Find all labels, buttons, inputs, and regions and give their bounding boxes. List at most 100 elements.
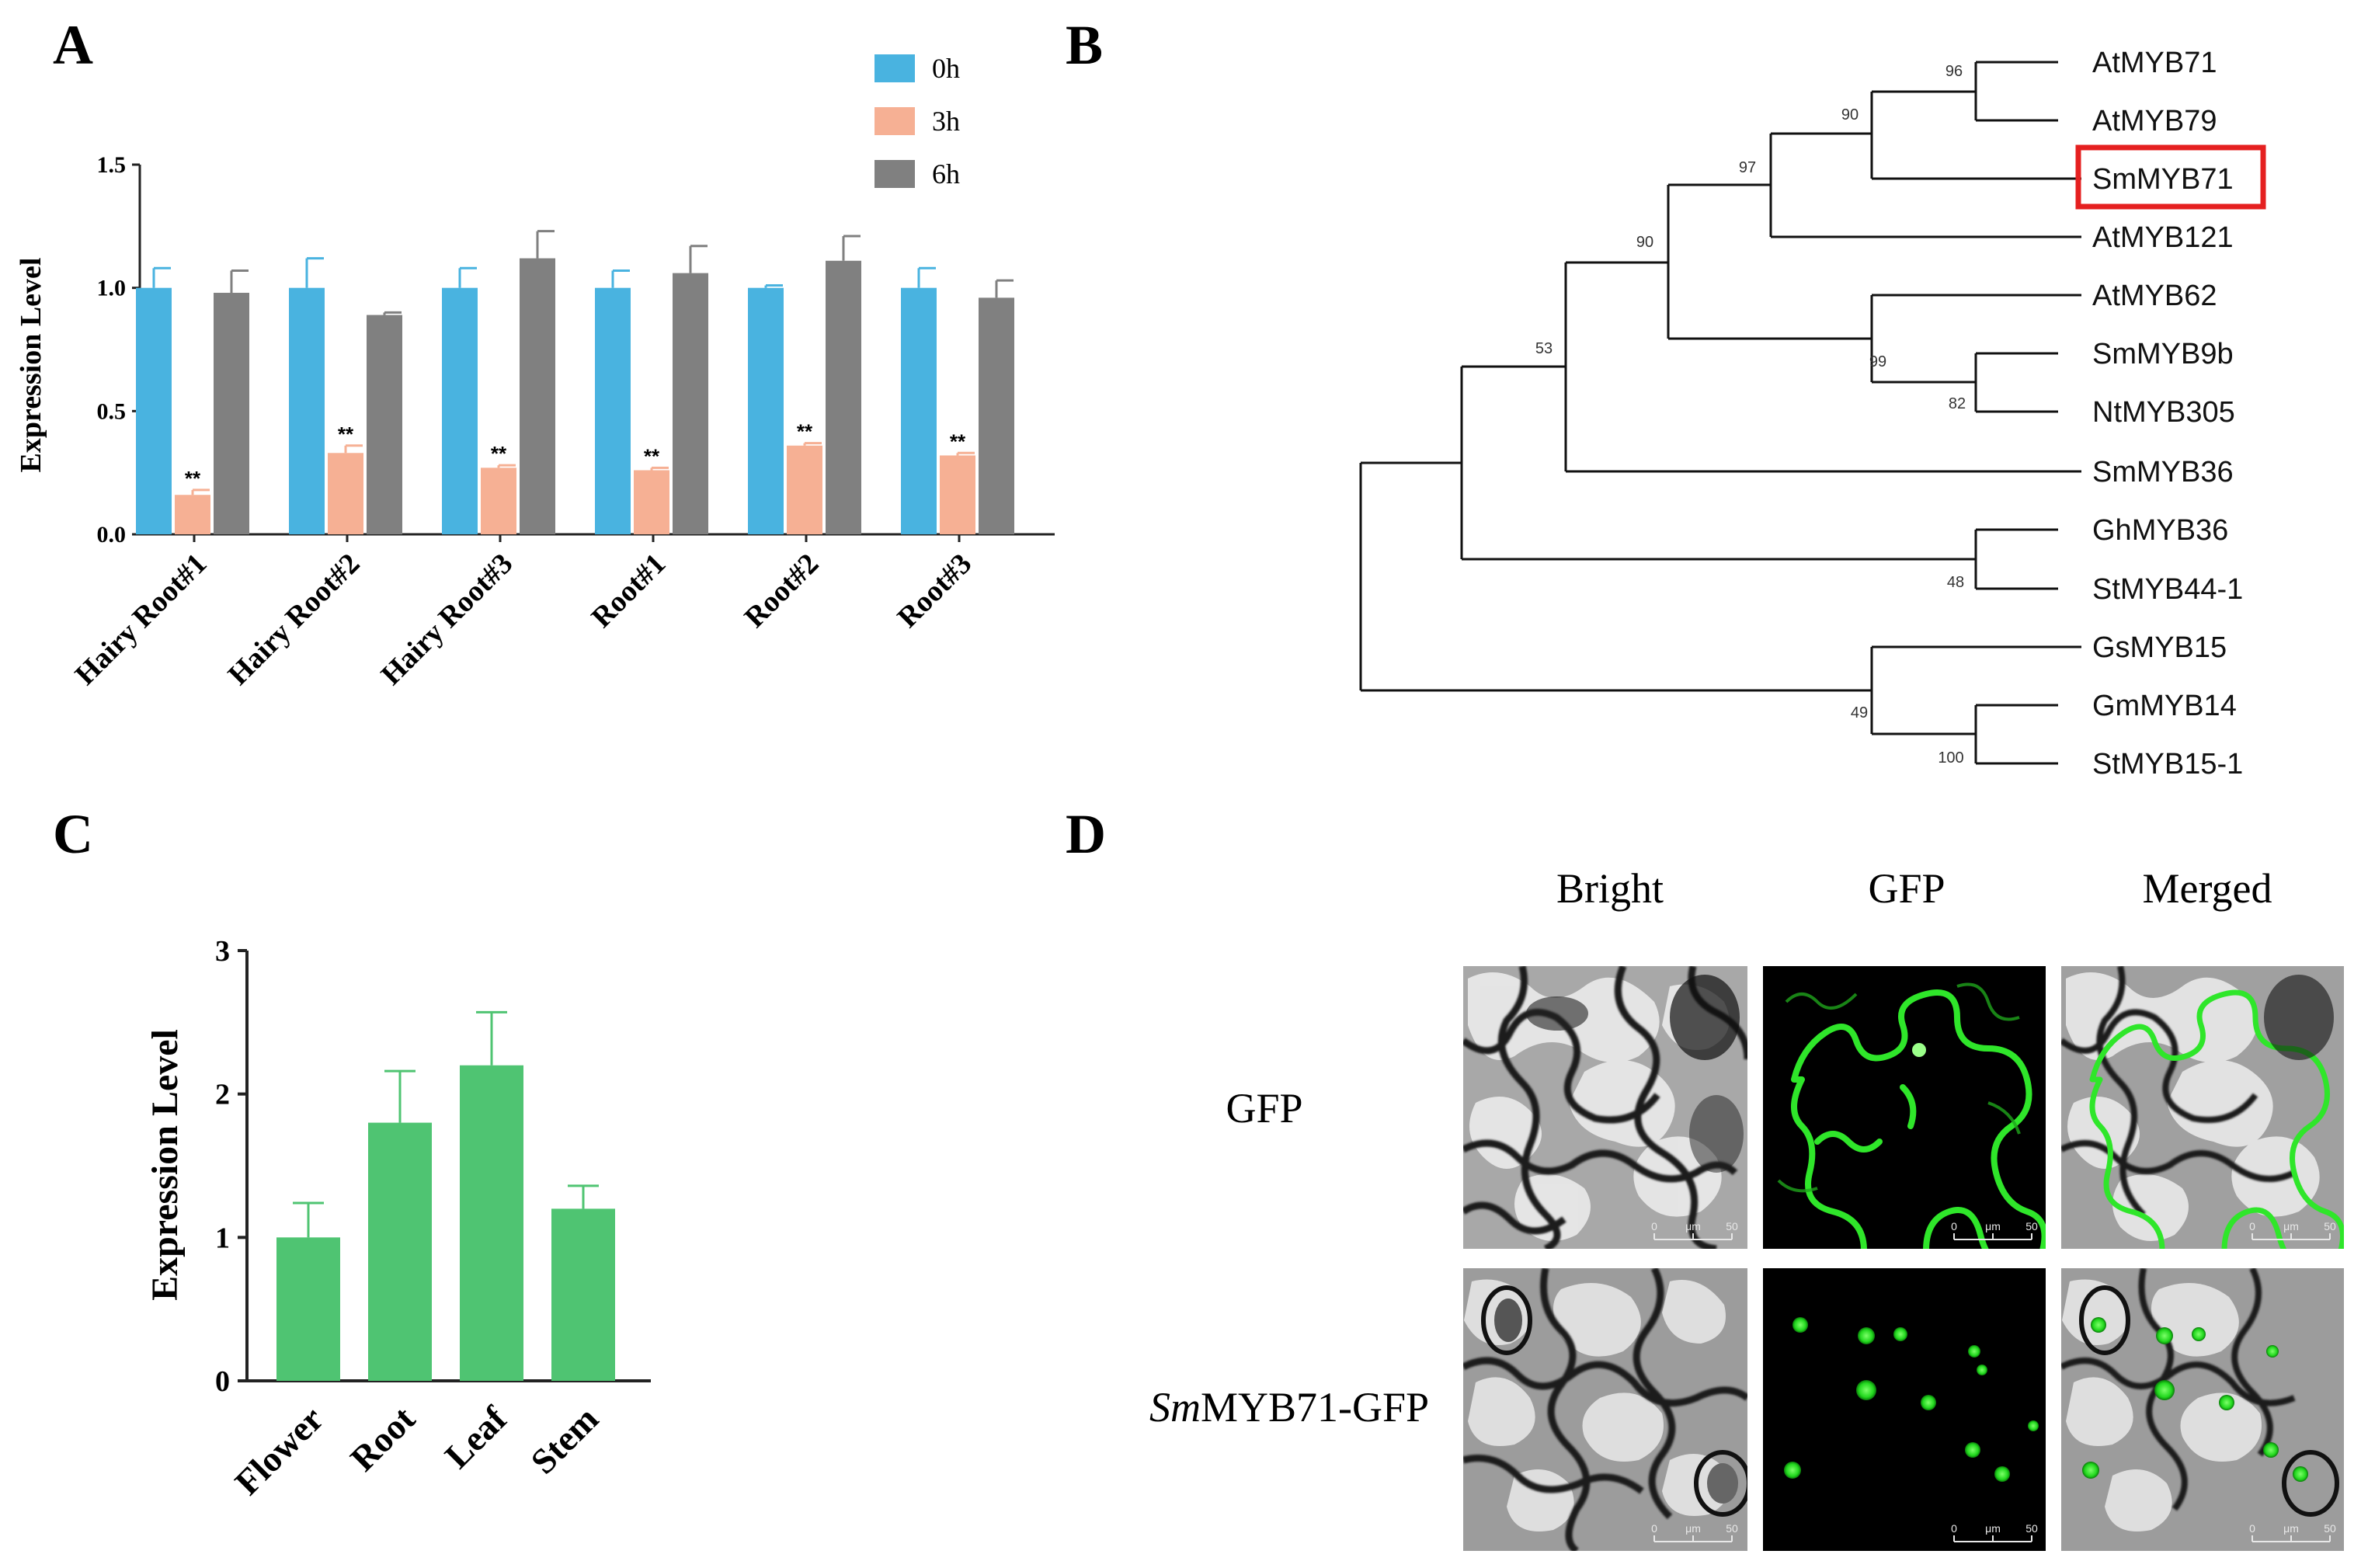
tree-bootstrap-values: 96 90 97 90 99 82 53 48 49 100 xyxy=(1535,63,1966,767)
tree-leaf-label: SmMYB71 xyxy=(2092,163,2234,196)
scale-bar-label: 50 xyxy=(1726,1522,1738,1535)
scale-bar-label: 50 xyxy=(2025,1220,2038,1232)
chart-a-category-label: Hairy Root#3 xyxy=(375,548,520,692)
tree-bootstrap-label: 97 xyxy=(1739,159,1756,176)
merged-image-bottom xyxy=(2061,1268,2344,1551)
chart-c-bar xyxy=(368,1122,432,1381)
scale-bar-label: 50 xyxy=(1726,1220,1738,1232)
chart-c-bar xyxy=(276,1237,340,1381)
chart-a-bar xyxy=(289,287,325,534)
chart-a: 0.0 0.5 1.0 1.5 Hairy Root#1 Hairy Root#2 Hair… xyxy=(15,53,1055,691)
scale-bar-label: 0 xyxy=(2249,1522,2255,1535)
chart-a-bar xyxy=(136,287,172,534)
chart-a-bar xyxy=(214,293,249,534)
scale-bar-unit: μm xyxy=(1985,1220,2001,1232)
chart-c-y-tick-label: 3 xyxy=(215,935,230,968)
tree-leaf-label: AtMYB62 xyxy=(2092,280,2217,312)
microscopy-panel: Bright GFP Merged GFP SmMYB71-GFP xyxy=(1149,865,2344,1551)
tree-branch xyxy=(1974,61,2058,122)
chart-a-y-tick-label: 1.0 xyxy=(97,276,127,301)
chart-a-category-label: Hairy Root#2 xyxy=(222,548,367,692)
tree-bootstrap-label: 82 xyxy=(1949,395,1966,412)
chart-a-bar xyxy=(634,470,669,534)
scale-bar-label: 0 xyxy=(2249,1220,2255,1232)
tree-branch xyxy=(1974,352,2058,413)
chart-a-category-label: Root#1 xyxy=(586,548,673,635)
chart-a-bar xyxy=(979,297,1014,534)
tree-leaf-label: NtMYB305 xyxy=(2092,396,2235,429)
chart-a-legend-label: 6h xyxy=(932,158,960,189)
tree-leaf-label: GsMYB15 xyxy=(2092,631,2227,664)
phylogenetic-tree xyxy=(1359,61,2081,765)
chart-a-significance-label: ** xyxy=(491,442,507,465)
chart-a-bar xyxy=(826,260,861,534)
chart-c-y-axis-label: Expression Level xyxy=(144,1029,186,1301)
tree-leaf-label: GmMYB14 xyxy=(2092,690,2237,722)
chart-a-bars: ** ** ** ** ** ** xyxy=(136,230,1014,534)
tree-leaf-label: StMYB15-1 xyxy=(2092,748,2243,781)
chart-a-legend-label: 3h xyxy=(932,106,960,137)
chart-c-y-tick-label: 2 xyxy=(215,1079,230,1111)
panel-label-a: A xyxy=(53,14,93,76)
gfp-fluorescence-image-bottom xyxy=(1763,1268,2046,1551)
tree-leaf-labels: AtMYB71 AtMYB79 SmMYB71 AtMYB121 AtMYB62 SmMY… xyxy=(2092,47,2243,781)
panel-label-d: D xyxy=(1066,803,1106,865)
column-label-merged: Merged xyxy=(2143,865,2272,912)
chart-a-significance-label: ** xyxy=(338,422,354,446)
chart-a-bar xyxy=(175,495,210,534)
chart-a-significance-label: ** xyxy=(797,420,813,443)
highlight-box xyxy=(2075,144,2266,210)
scale-bar-unit: μm xyxy=(1985,1522,2001,1535)
chart-a-legend-swatch xyxy=(875,160,915,188)
tree-branch xyxy=(1460,365,1976,561)
tree-leaf-label: GhMYB36 xyxy=(2092,514,2228,547)
chart-a-bar xyxy=(748,287,784,534)
tree-branch xyxy=(1359,461,1872,692)
chart-a-y-tick-label: 0.5 xyxy=(97,398,127,424)
chart-c-y-tick-label: 0 xyxy=(215,1365,230,1398)
scale-bar-label: 0 xyxy=(1951,1522,1957,1535)
chart-a-y-axis-label: Expression Level xyxy=(15,258,47,473)
chart-a-legend-swatch xyxy=(875,54,915,82)
chart-a-legend-swatch xyxy=(875,107,915,135)
chart-c: 0 1 2 3 Flower Root Leaf Stem Expression Level xyxy=(144,935,651,1503)
chart-a-bar xyxy=(367,315,402,534)
chart-a-y-tick-label: 1.5 xyxy=(97,152,127,178)
row-label-smmyb71-gfp: SmMYB71-GFP xyxy=(1149,1384,1429,1431)
tree-bootstrap-label: 48 xyxy=(1947,574,1964,591)
tree-bootstrap-label: 100 xyxy=(1938,749,1963,767)
chart-a-legend: 0h 3h 6h xyxy=(875,53,960,189)
tree-branch xyxy=(1564,261,2081,473)
tree-leaf-label: AtMYB71 xyxy=(2092,47,2217,79)
chart-a-category-label: Root#2 xyxy=(739,548,826,635)
gfp-fluorescence-image-top xyxy=(1763,966,2046,1249)
tree-bootstrap-label: 49 xyxy=(1851,704,1868,721)
chart-a-bar xyxy=(481,468,516,534)
bright-field-image-bottom xyxy=(1463,1268,1747,1551)
scale-bar-label: 50 xyxy=(2324,1522,2336,1535)
scale-bar-unit: μm xyxy=(1685,1522,1701,1535)
tree-branch xyxy=(1870,90,2081,180)
chart-c-bar xyxy=(551,1208,615,1381)
chart-a-bar xyxy=(940,455,975,534)
scale-bar-label: 50 xyxy=(2025,1522,2038,1535)
tree-bootstrap-label: 96 xyxy=(1945,63,1963,80)
tree-leaf-label: SmMYB9b xyxy=(2092,338,2234,370)
scale-bar-unit: μm xyxy=(2283,1220,2299,1232)
scale-bars: 0 μm 50 0 μm 50 0 μm 50 0 μm 50 0 μm 50 0 μm 50 xyxy=(1651,1220,2336,1542)
chart-c-category-label: Leaf xyxy=(437,1399,515,1476)
chart-a-bar xyxy=(328,453,363,534)
tree-leaf-label: AtMYB121 xyxy=(2092,221,2234,254)
tree-branch xyxy=(1974,528,2058,590)
chart-c-bar xyxy=(460,1065,523,1381)
scale-bar-label: 50 xyxy=(2324,1220,2336,1232)
chart-a-bar xyxy=(787,445,822,534)
tree-branch xyxy=(1769,132,2081,238)
chart-c-category-label: Stem xyxy=(523,1399,607,1482)
chart-a-y-tick-label: 0.0 xyxy=(97,522,127,548)
scale-bar-label: 0 xyxy=(1651,1220,1657,1232)
tree-leaf-label: StMYB44-1 xyxy=(2092,573,2243,606)
chart-c-y-tick-label: 1 xyxy=(215,1222,230,1254)
chart-c-bars xyxy=(276,1010,615,1381)
